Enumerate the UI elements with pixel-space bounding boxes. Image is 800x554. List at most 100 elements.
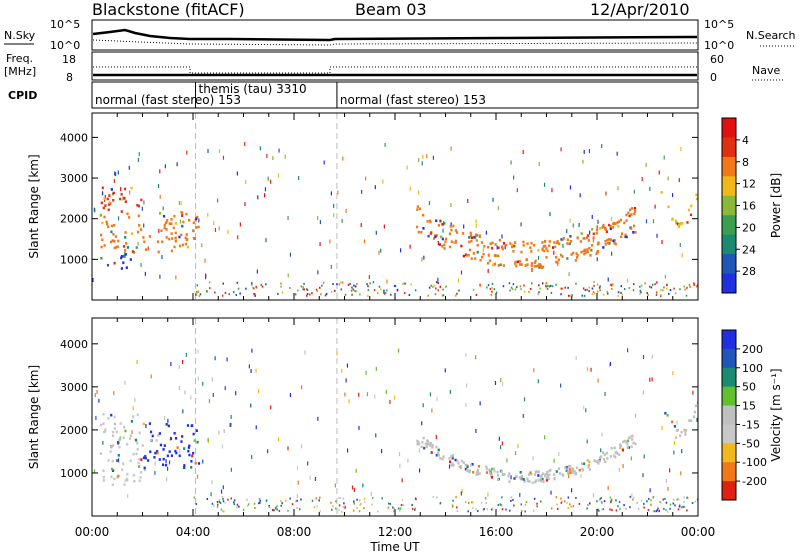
- ground-scatter-point: [655, 510, 658, 513]
- echo-point: [187, 446, 190, 449]
- echo-point: [157, 250, 160, 254]
- echo-point: [138, 479, 141, 483]
- echo-point: [416, 205, 419, 208]
- ground-scatter-point: [393, 507, 395, 510]
- ground-scatter-point: [218, 500, 221, 503]
- noise-point: [583, 405, 585, 410]
- noise-point: [297, 480, 299, 485]
- echo-point: [684, 430, 687, 433]
- noise-point: [383, 224, 385, 229]
- echo-point: [540, 473, 543, 477]
- echo-point: [148, 422, 151, 425]
- noise-point: [426, 154, 428, 159]
- echo-point: [497, 264, 500, 267]
- ground-scatter-point: [509, 289, 511, 292]
- echo-point: [161, 240, 164, 244]
- noise-point: [258, 389, 260, 394]
- noise-point: [385, 389, 387, 394]
- echo-point: [117, 454, 120, 457]
- echo-point: [106, 263, 110, 267]
- ground-scatter-point: [444, 286, 447, 289]
- ground-scatter-point: [560, 501, 563, 504]
- ground-scatter-point: [265, 499, 268, 502]
- nsky-label: N.Sky: [4, 29, 36, 42]
- ground-scatter-point: [561, 500, 563, 503]
- ground-scatter-point: [239, 292, 241, 295]
- echo-point: [584, 251, 587, 254]
- noise-point: [237, 235, 239, 240]
- echo-point: [108, 201, 111, 204]
- echo-point: [163, 226, 166, 230]
- noise-point: [428, 201, 431, 206]
- noise-point: [277, 173, 280, 178]
- echo-point: [466, 469, 469, 472]
- noise-point: [651, 377, 653, 382]
- ground-scatter-point: [196, 284, 199, 287]
- echo-point: [138, 431, 141, 435]
- ground-scatter-point: [309, 293, 311, 296]
- echo-point: [441, 223, 444, 226]
- echo-point: [100, 256, 103, 260]
- echo-point: [123, 483, 126, 486]
- ground-scatter-point: [222, 510, 224, 513]
- ground-scatter-point: [549, 284, 552, 287]
- noise-point: [514, 451, 517, 456]
- echo-point: [182, 220, 185, 224]
- ground-scatter-point: [430, 284, 433, 287]
- echo-point: [630, 445, 633, 448]
- noise-point: [605, 191, 607, 196]
- noise-point: [102, 440, 104, 445]
- noise-point: [245, 180, 247, 185]
- noise-point: [197, 349, 199, 354]
- noise-point: [353, 487, 355, 492]
- ground-scatter-point: [599, 289, 601, 292]
- colorbar-tick-label: 4: [742, 134, 749, 147]
- echo-point: [166, 454, 169, 458]
- ground-scatter-point: [253, 292, 255, 295]
- noise-point: [608, 363, 611, 368]
- ground-scatter-point: [195, 293, 197, 296]
- echo-point: [475, 471, 479, 474]
- echo-point: [432, 237, 436, 240]
- echo-point: [625, 213, 628, 217]
- echo-point: [101, 186, 104, 190]
- echo-point: [520, 474, 523, 478]
- echo-point: [110, 230, 113, 234]
- noise-point: [244, 202, 246, 207]
- freq-tick-top: 18: [62, 53, 76, 66]
- echo-point: [567, 472, 570, 475]
- ground-scatter-point: [221, 495, 224, 498]
- echo-point: [171, 237, 174, 240]
- colorbar-segment: [722, 462, 736, 482]
- echo-point: [570, 253, 573, 256]
- ground-scatter-point: [629, 506, 631, 509]
- echo-point: [452, 241, 456, 244]
- noise-point: [520, 222, 522, 227]
- noise-point: [592, 238, 594, 243]
- noise-point: [287, 273, 289, 278]
- echo-point: [178, 244, 182, 248]
- y-tick-label: 3000: [60, 172, 88, 185]
- echo-point: [565, 466, 568, 469]
- echo-point: [570, 469, 573, 473]
- noise-point: [284, 154, 286, 159]
- echo-point: [107, 417, 110, 420]
- ground-scatter-point: [351, 286, 353, 289]
- echo-point: [515, 264, 518, 268]
- echo-point: [451, 456, 454, 460]
- ground-scatter-point: [280, 499, 282, 502]
- echo-point: [545, 256, 548, 259]
- echo-point: [533, 261, 537, 264]
- ground-scatter-point: [321, 284, 323, 287]
- noise-point: [333, 213, 335, 218]
- noise-point: [418, 448, 420, 453]
- echo-point: [626, 446, 629, 449]
- echo-point: [520, 263, 523, 266]
- ground-scatter-point: [694, 500, 697, 503]
- echo-point: [417, 230, 420, 234]
- noise-point: [601, 432, 603, 437]
- echo-point: [100, 201, 103, 205]
- echo-point: [169, 437, 173, 440]
- noise-point: [553, 250, 555, 255]
- echo-point: [609, 238, 612, 242]
